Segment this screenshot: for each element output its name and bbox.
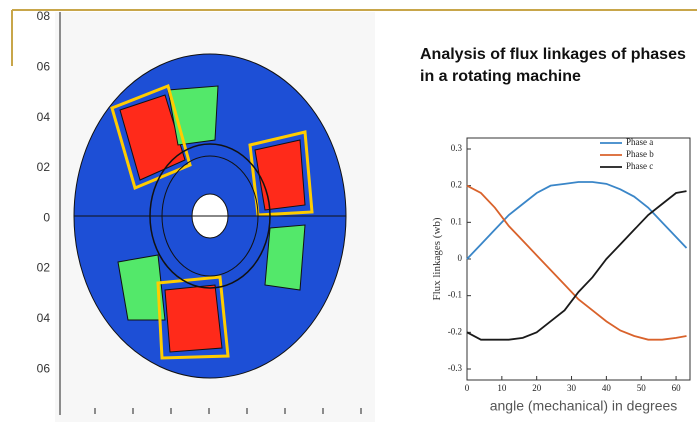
x-tick-label: 0 xyxy=(465,383,470,393)
slide-title: Analysis of flux linkages of phases in a… xyxy=(420,44,690,88)
legend-label: Phase b xyxy=(626,149,654,159)
x-tick-label: 40 xyxy=(602,383,612,393)
figure-tick-label: 04 xyxy=(37,311,51,325)
figure-tick-label: 02 xyxy=(37,261,51,275)
legend-label: Phase a xyxy=(626,137,653,147)
figure-tick-label: 0 xyxy=(43,210,50,224)
y-tick-label: 0.1 xyxy=(451,216,462,226)
x-tick-label: 50 xyxy=(637,383,647,393)
figure-tick-label: 06 xyxy=(37,59,51,73)
slide: 080604020020406-0.3-0.2-0.100.10.20.3010… xyxy=(0,0,697,448)
line-series xyxy=(467,182,687,259)
y-tick-label: 0.2 xyxy=(451,180,462,190)
x-axis-label: angle (mechanical) in degrees xyxy=(490,398,678,414)
figure-tick-label: 06 xyxy=(37,361,51,375)
x-tick-label: 20 xyxy=(532,383,542,393)
y-tick-label: 0.3 xyxy=(451,143,463,153)
y-tick-label: 0 xyxy=(458,253,463,263)
figure-tick-label: 02 xyxy=(37,160,51,174)
x-tick-label: 60 xyxy=(672,383,682,393)
field-plot xyxy=(74,54,346,378)
x-tick-label: 30 xyxy=(567,383,577,393)
line-series xyxy=(467,186,687,340)
y-tick-label: -0.3 xyxy=(448,363,463,373)
figure-tick-label: 08 xyxy=(37,9,51,23)
y-tick-label: -0.1 xyxy=(448,290,462,300)
y-tick-label: -0.2 xyxy=(448,326,462,336)
x-tick-label: 10 xyxy=(497,383,507,393)
legend-label: Phase c xyxy=(626,161,653,171)
plot-frame xyxy=(467,138,690,380)
figure-tick-label: 04 xyxy=(37,110,51,124)
y-axis-label: Flux linkages (wb) xyxy=(431,217,443,300)
